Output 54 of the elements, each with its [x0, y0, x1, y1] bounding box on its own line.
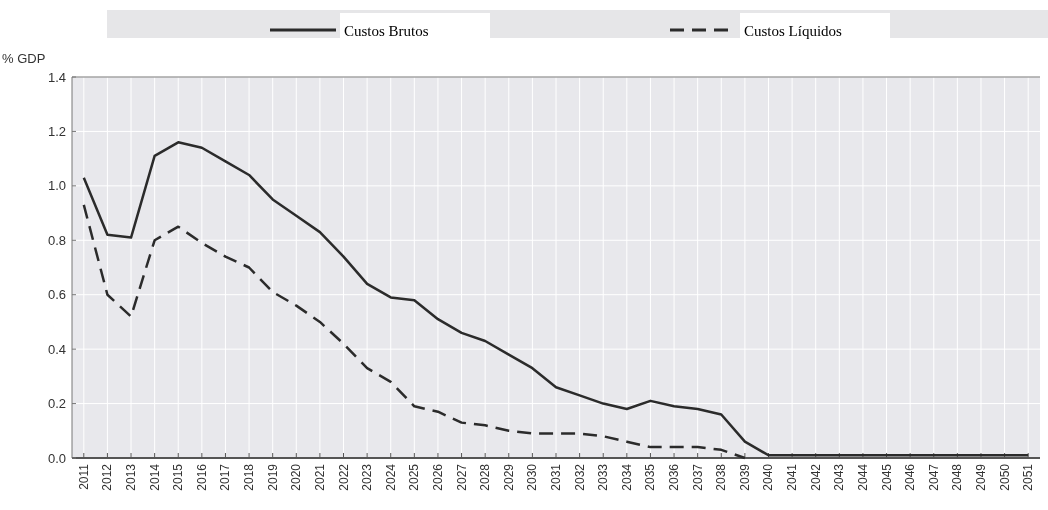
x-tick-label: 2050	[997, 463, 1012, 491]
x-tick-label: 2042	[808, 463, 823, 491]
x-tick-label: 2033	[596, 463, 611, 491]
x-tick-label: 2025	[407, 463, 422, 491]
y-tick-label: 1.0	[47, 178, 66, 194]
y-tick-label: 0.4	[47, 341, 66, 357]
x-tick-label: 2032	[572, 463, 587, 491]
x-tick-label: 2026	[430, 463, 445, 491]
x-tick-label: 2049	[973, 463, 988, 491]
x-tick-label: 2016	[194, 463, 209, 491]
x-tick-label: 2023	[360, 463, 375, 491]
y-tick-label: 0.8	[47, 232, 66, 248]
x-tick-label: 2035	[643, 463, 658, 491]
x-tick-label: 2041	[785, 463, 800, 491]
x-tick-label: 2028	[478, 463, 493, 491]
x-tick-label: 2040	[761, 463, 776, 491]
x-tick-label: 2031	[549, 463, 563, 491]
legend-label: Custos Líquidos	[744, 23, 843, 39]
x-tick-label: 2011	[76, 463, 91, 490]
x-tick-label: 2039	[737, 463, 752, 491]
x-tick-label: 2021	[312, 463, 327, 491]
x-tick-label: 2037	[690, 463, 705, 491]
y-axis-title: % GDP	[2, 51, 46, 66]
x-tick-label: 2048	[950, 463, 965, 491]
x-tick-label: 2047	[926, 463, 941, 491]
y-tick-label: 1.4	[47, 69, 66, 85]
x-tick-label: 2043	[832, 463, 847, 491]
x-tick-label: 2051	[1021, 463, 1036, 491]
x-tick-label: 2038	[714, 463, 729, 491]
x-tick-label: 2022	[336, 463, 351, 491]
line-series	[82, 203, 747, 460]
x-tick-label: 2046	[903, 463, 918, 491]
x-tick-label: 2018	[242, 463, 257, 491]
x-tick-label: 2029	[501, 463, 516, 491]
y-tick-label: 1.2	[47, 123, 66, 139]
x-tick-label: 2017	[218, 463, 233, 491]
x-tick-label: 2024	[383, 463, 398, 491]
x-tick-label: 2015	[171, 463, 186, 491]
x-tick-label: 2012	[100, 463, 115, 491]
x-tick-label: 2034	[619, 463, 634, 491]
x-tick-label: 2036	[667, 463, 682, 491]
legend-label: Custos Brutos	[344, 23, 429, 39]
y-tick-label: 0.2	[47, 396, 66, 412]
line-series	[82, 141, 1030, 457]
x-tick-label: 2030	[525, 463, 540, 491]
x-tick-label: 2044	[855, 463, 870, 491]
x-tick-label: 2014	[147, 463, 162, 491]
x-tick-label: 2020	[289, 463, 304, 491]
x-tick-label: 2013	[124, 463, 139, 491]
x-tick-label: 2045	[879, 463, 894, 491]
x-tick-label: 2019	[265, 463, 280, 491]
y-tick-label: 0.6	[47, 287, 66, 303]
y-tick-label: 0.0	[47, 450, 66, 466]
x-tick-label: 2027	[454, 463, 469, 491]
